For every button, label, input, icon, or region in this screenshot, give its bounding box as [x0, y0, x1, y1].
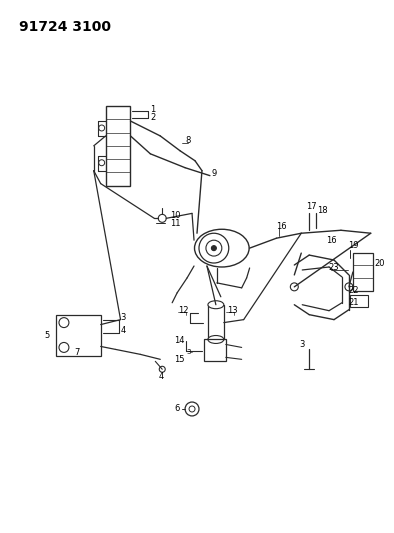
- Text: 16: 16: [326, 236, 337, 245]
- Text: 16: 16: [277, 222, 287, 231]
- Text: 23: 23: [328, 263, 339, 272]
- Text: 7: 7: [74, 348, 79, 357]
- Bar: [204, 340, 226, 361]
- Text: 9: 9: [212, 169, 217, 178]
- Text: 18: 18: [317, 206, 328, 215]
- Text: 2: 2: [151, 112, 156, 122]
- Text: 10: 10: [170, 211, 181, 220]
- Text: 22: 22: [348, 286, 359, 295]
- Text: 3-: 3-: [186, 350, 193, 356]
- Text: 4: 4: [158, 372, 164, 381]
- Text: 91724 3100: 91724 3100: [19, 20, 111, 34]
- Text: 14: 14: [174, 336, 185, 345]
- Circle shape: [212, 246, 216, 251]
- Text: 6: 6: [175, 405, 180, 414]
- Text: 8: 8: [185, 136, 190, 146]
- Text: 5: 5: [44, 331, 49, 340]
- Bar: [56, 314, 101, 357]
- Text: 3: 3: [299, 340, 305, 349]
- Text: 12: 12: [178, 306, 189, 315]
- Bar: [106, 106, 130, 185]
- Text: 1: 1: [151, 104, 156, 114]
- Ellipse shape: [195, 229, 249, 267]
- Text: 21: 21: [348, 298, 359, 307]
- Text: 20: 20: [375, 259, 385, 268]
- Ellipse shape: [208, 335, 224, 343]
- Ellipse shape: [199, 233, 229, 263]
- Text: 13: 13: [227, 306, 238, 315]
- Bar: [208, 305, 224, 340]
- Text: 11: 11: [170, 219, 181, 228]
- Text: 17: 17: [306, 202, 317, 211]
- Text: 15: 15: [174, 355, 185, 364]
- Text: 19: 19: [348, 241, 359, 249]
- Bar: [353, 253, 373, 291]
- Text: 4: 4: [121, 326, 126, 335]
- Ellipse shape: [206, 240, 222, 256]
- Text: 3: 3: [121, 313, 126, 322]
- Bar: [350, 295, 368, 306]
- Ellipse shape: [208, 301, 224, 309]
